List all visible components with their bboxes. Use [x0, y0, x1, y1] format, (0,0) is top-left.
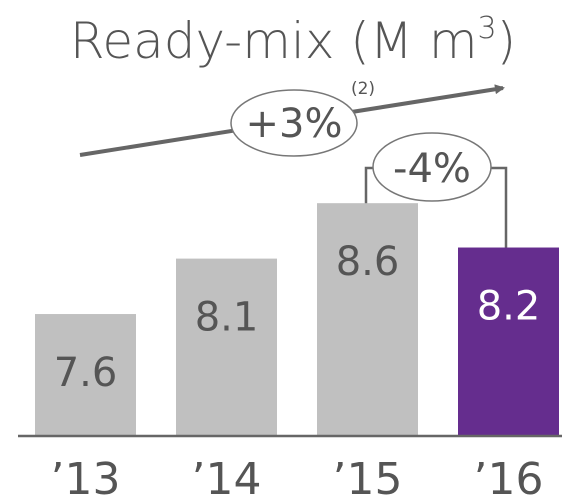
chart-title: Ready-mix (M m3) — [70, 11, 516, 70]
change-label: -4% — [393, 146, 471, 192]
x-tick-label: ’13 — [51, 454, 121, 501]
x-tick-label: ’15 — [333, 454, 403, 501]
bar-value-label: 8.1 — [195, 295, 259, 341]
bar-value-label: 8.6 — [336, 239, 400, 285]
chart-title-main: Ready-mix (M m — [70, 12, 478, 70]
bar-value-label: 7.6 — [54, 350, 118, 396]
bar — [317, 203, 418, 436]
bar — [458, 247, 559, 436]
change-bubble — [372, 132, 492, 202]
bars: 7.6 8.1 8.6 8.2 — [35, 203, 559, 436]
bar — [176, 258, 277, 436]
chart-title-close: ) — [497, 12, 517, 70]
bar-value-label: 8.2 — [477, 284, 541, 330]
x-tick-label: ’16 — [474, 454, 544, 501]
bar — [35, 314, 136, 436]
x-ticks: ’13 ’14 ’15 ’16 — [51, 454, 544, 501]
trend-bubble — [230, 89, 358, 157]
trend-label: +3% — [246, 101, 343, 147]
x-tick-label: ’14 — [192, 454, 262, 501]
chart-title-superscript: 3 — [478, 11, 497, 46]
trend-footnote: (2) — [351, 79, 375, 99]
